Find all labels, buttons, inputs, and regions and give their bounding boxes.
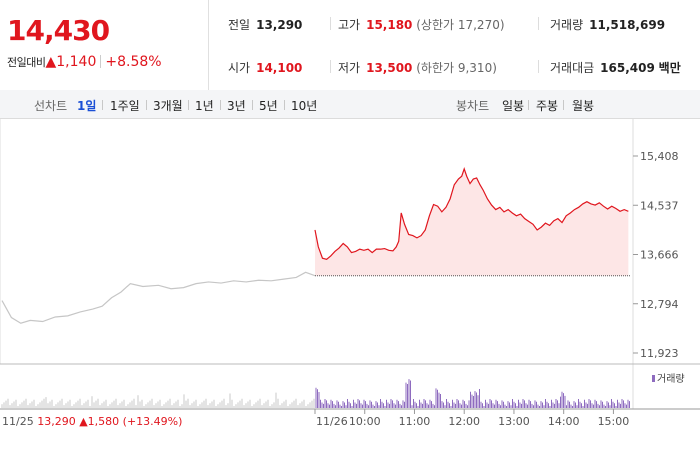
prev-close-value: 13,290 xyxy=(256,18,303,32)
candle-tab-daily[interactable]: 일봉 xyxy=(502,99,525,113)
low-label: 저가 xyxy=(338,61,361,75)
y-tick-label: 12,794 xyxy=(640,298,679,311)
prev-day-date: 11/25 xyxy=(2,415,37,428)
period-tab-3m[interactable]: 3개월 xyxy=(153,99,183,113)
period-tab-1d[interactable]: 1일 xyxy=(77,99,97,113)
y-tick-label: 15,408 xyxy=(640,150,679,163)
low-price: 저가 13,500 (하한가 9,310) xyxy=(338,59,497,76)
divider xyxy=(563,100,564,110)
x-tick-label: 15:00 xyxy=(598,415,630,428)
prev-close-label: 전일 xyxy=(228,18,251,32)
price-stats: 전일 13,290 고가 15,180 (상한가 17,270) 거래량 11,518… xyxy=(208,0,700,90)
low-value: 13,500 xyxy=(366,61,413,75)
x-tick-label: 10:00 xyxy=(349,415,381,428)
price-summary: 14,430 전일대비▲1,140 +8.58% 전일 13,290 고가 15,18… xyxy=(0,0,700,91)
x-tick-label: 13:00 xyxy=(498,415,530,428)
trade-value-unit: 백만 xyxy=(658,61,681,75)
period-tab-1w[interactable]: 1주일 xyxy=(110,99,140,113)
volume-value: 11,518,699 xyxy=(589,18,666,32)
y-tick-label: 11,923 xyxy=(640,347,679,360)
y-tick-label: 14,537 xyxy=(640,199,679,212)
trade-value: 거래대금 165,409 백만 xyxy=(550,59,681,76)
x-tick-label: 12:00 xyxy=(448,415,480,428)
period-tab-5y[interactable]: 5년 xyxy=(259,99,278,113)
volume: 거래량 11,518,699 xyxy=(550,16,665,33)
volume-label: 거래량 xyxy=(550,18,584,32)
volume-legend-label: 거래량 xyxy=(657,373,685,385)
up-arrow-icon: ▲ xyxy=(45,54,57,70)
change-rate: +8.58% xyxy=(105,54,162,70)
today-price-line xyxy=(314,167,629,260)
y-tick-label: 13,666 xyxy=(640,249,679,262)
candle-chart-label: 봉차트 xyxy=(456,99,490,113)
prev-day-info: 11/25 13,290 ▲1,580 (+13.49%) xyxy=(2,415,182,428)
divider xyxy=(252,100,253,110)
volume-legend-swatch xyxy=(652,375,655,382)
change-label: 전일대비 xyxy=(7,56,46,69)
trade-value-amount: 165,409 xyxy=(600,61,655,75)
chart-svg: 15,408 14,537 13,666 12,794 11,923 거래량 11/26 10… xyxy=(0,119,700,428)
intraday-chart: 15,408 14,537 13,666 12,794 11,923 거래량 11/26 10… xyxy=(0,119,700,450)
divider xyxy=(284,100,285,110)
lower-limit: (하한가 9,310) xyxy=(416,61,497,75)
open-price: 시가 14,100 xyxy=(228,59,302,76)
prev-day-price-line xyxy=(1,271,316,324)
high-price: 고가 15,180 (상한가 17,270) xyxy=(338,16,505,33)
today-price-area xyxy=(315,168,629,276)
line-chart-label: 선차트 xyxy=(34,99,68,113)
divider xyxy=(188,100,189,110)
divider xyxy=(100,55,102,68)
candle-tab-weekly[interactable]: 주봉 xyxy=(536,99,559,113)
divider xyxy=(528,100,529,110)
divider xyxy=(538,17,539,30)
change-value: 1,140 xyxy=(56,54,97,70)
divider xyxy=(538,60,539,73)
divider xyxy=(220,100,221,110)
trade-value-label: 거래대금 xyxy=(550,61,595,75)
current-price-box: 14,430 전일대비▲1,140 +8.58% xyxy=(0,0,209,90)
divider xyxy=(330,17,331,30)
divider xyxy=(102,100,103,110)
prev-close: 전일 13,290 xyxy=(228,16,302,33)
price-change: 전일대비▲1,140 +8.58% xyxy=(7,54,162,70)
x-tick-label: 11:00 xyxy=(399,415,431,428)
upper-limit: (상한가 17,270) xyxy=(416,18,505,32)
period-tab-3y[interactable]: 3년 xyxy=(227,99,246,113)
prev-day-close: 13,290 xyxy=(37,415,79,428)
period-tab-10y[interactable]: 10년 xyxy=(291,99,318,113)
prev-day-change: ▲1,580 (+13.49%) xyxy=(79,415,182,428)
high-value: 15,180 xyxy=(366,18,413,32)
x-tick-label: 14:00 xyxy=(548,415,580,428)
chart-toolbar: 선차트 1일 1주일 3개월 1년 3년 5년 10년 봉차트 일봉 주봉 월봉 xyxy=(0,90,700,119)
open-value: 14,100 xyxy=(256,61,303,75)
high-label: 고가 xyxy=(338,18,361,32)
divider xyxy=(330,60,331,73)
current-price: 14,430 xyxy=(7,14,110,47)
open-label: 시가 xyxy=(228,61,251,75)
divider xyxy=(146,100,147,110)
period-tab-1y[interactable]: 1년 xyxy=(195,99,214,113)
x-tick-label: 11/26 xyxy=(316,415,348,428)
candle-tab-monthly[interactable]: 월봉 xyxy=(572,99,595,113)
